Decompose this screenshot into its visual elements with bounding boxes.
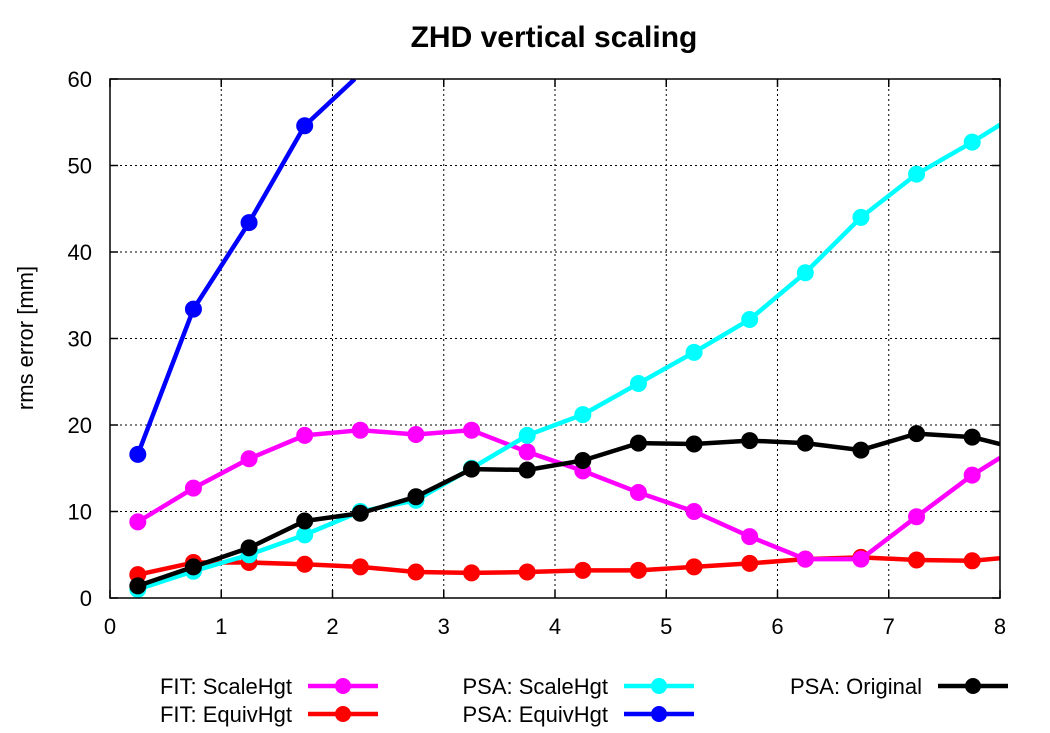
series-psa-scalehgt	[129, 122, 1000, 598]
data-point	[463, 421, 481, 439]
data-point	[296, 117, 314, 135]
data-point	[796, 434, 814, 452]
data-point	[129, 577, 147, 595]
data-point	[629, 374, 647, 392]
data-point	[685, 503, 703, 520]
data-point	[963, 552, 981, 570]
series-fit-scalehgt	[129, 421, 1000, 568]
data-point	[240, 214, 258, 232]
legend-label: PSA: EquivHgt	[462, 702, 608, 727]
chart-title: ZHD vertical scaling	[411, 21, 698, 54]
y-tick-label: 20	[68, 413, 92, 438]
data-point	[629, 483, 647, 501]
data-point	[963, 466, 981, 484]
tick-labels: 0 1 2 3 4 5 6 7 8 0 10 20 30 40 50 60	[68, 67, 1007, 639]
data-point	[629, 561, 647, 579]
legend: FIT: ScaleHgt FIT: EquivHgt PSA: ScaleHgt P…	[160, 674, 1008, 727]
legend-marker	[651, 678, 667, 694]
data-point	[685, 435, 703, 453]
data-point	[741, 528, 759, 546]
x-tick-label: 5	[660, 614, 672, 639]
data-point	[296, 512, 314, 530]
series-psa-equivhgt	[129, 79, 357, 463]
x-tick-label: 7	[883, 614, 895, 639]
y-tick-label: 0	[80, 586, 92, 611]
data-point	[184, 300, 202, 318]
legend-item-psa-original: PSA: Original	[790, 674, 1008, 699]
data-point	[296, 555, 314, 573]
data-point	[796, 550, 814, 568]
y-tick-label: 30	[68, 327, 92, 352]
x-tick-label: 3	[438, 614, 450, 639]
data-point	[129, 513, 147, 531]
x-tick-label: 8	[994, 614, 1006, 639]
data-point	[574, 406, 592, 424]
data-point	[407, 563, 425, 581]
data-point	[629, 434, 647, 452]
data-point	[518, 563, 536, 581]
series-line	[135, 79, 357, 456]
data-point	[908, 425, 926, 443]
y-axis-label: rms error [mm]	[13, 266, 38, 410]
legend-item-fit-equivhgt: FIT: EquivHgt	[160, 702, 378, 727]
data-point	[351, 421, 369, 439]
data-point	[518, 461, 536, 479]
legend-label: PSA: Original	[790, 674, 922, 699]
data-point	[240, 539, 258, 557]
data-point	[518, 426, 536, 444]
data-point	[574, 451, 592, 469]
data-point	[685, 343, 703, 361]
legend-label: PSA: ScaleHgt	[462, 674, 608, 699]
data-point	[184, 558, 202, 576]
data-point	[574, 561, 592, 579]
legend-item-fit-scalehgt: FIT: ScaleHgt	[160, 674, 378, 699]
data-point	[407, 426, 425, 444]
data-point	[463, 564, 481, 582]
data-point	[351, 504, 369, 522]
legend-item-psa-scalehgt: PSA: ScaleHgt	[462, 674, 694, 699]
legend-marker	[335, 678, 351, 694]
data-point	[908, 165, 926, 183]
data-point	[184, 479, 202, 497]
data-point	[852, 441, 870, 459]
data-point	[963, 428, 981, 446]
data-point	[796, 264, 814, 282]
x-tick-label: 1	[215, 614, 227, 639]
series-psa-original	[129, 425, 1000, 595]
data-point	[963, 133, 981, 151]
legend-label: FIT: ScaleHgt	[160, 674, 292, 699]
x-tick-label: 2	[326, 614, 338, 639]
data-point	[908, 508, 926, 526]
y-tick-label: 10	[68, 500, 92, 525]
data-point	[741, 554, 759, 572]
y-tick-label: 50	[68, 154, 92, 179]
data-point	[908, 551, 926, 569]
x-tick-label: 0	[104, 614, 116, 639]
data-point	[852, 208, 870, 226]
data-point	[852, 550, 870, 568]
data-point	[741, 432, 759, 450]
data-point	[741, 310, 759, 328]
y-tick-label: 60	[68, 67, 92, 92]
legend-marker	[651, 706, 667, 722]
data-point	[351, 558, 369, 576]
data-point	[685, 558, 703, 576]
series-line	[137, 555, 1000, 577]
data-point	[518, 443, 536, 461]
data-point	[407, 488, 425, 506]
data-point	[296, 426, 314, 444]
series-lines	[129, 79, 1000, 598]
grid	[110, 79, 1000, 598]
legend-label: FIT: EquivHgt	[160, 702, 292, 727]
x-tick-label: 4	[549, 614, 561, 639]
legend-marker	[965, 678, 981, 694]
y-tick-label: 40	[68, 240, 92, 265]
legend-marker	[335, 706, 351, 722]
x-tick-label: 6	[771, 614, 783, 639]
data-point	[129, 445, 147, 463]
data-point	[463, 460, 481, 478]
data-point	[240, 450, 258, 468]
legend-item-psa-equivhgt: PSA: EquivHgt	[462, 702, 694, 727]
